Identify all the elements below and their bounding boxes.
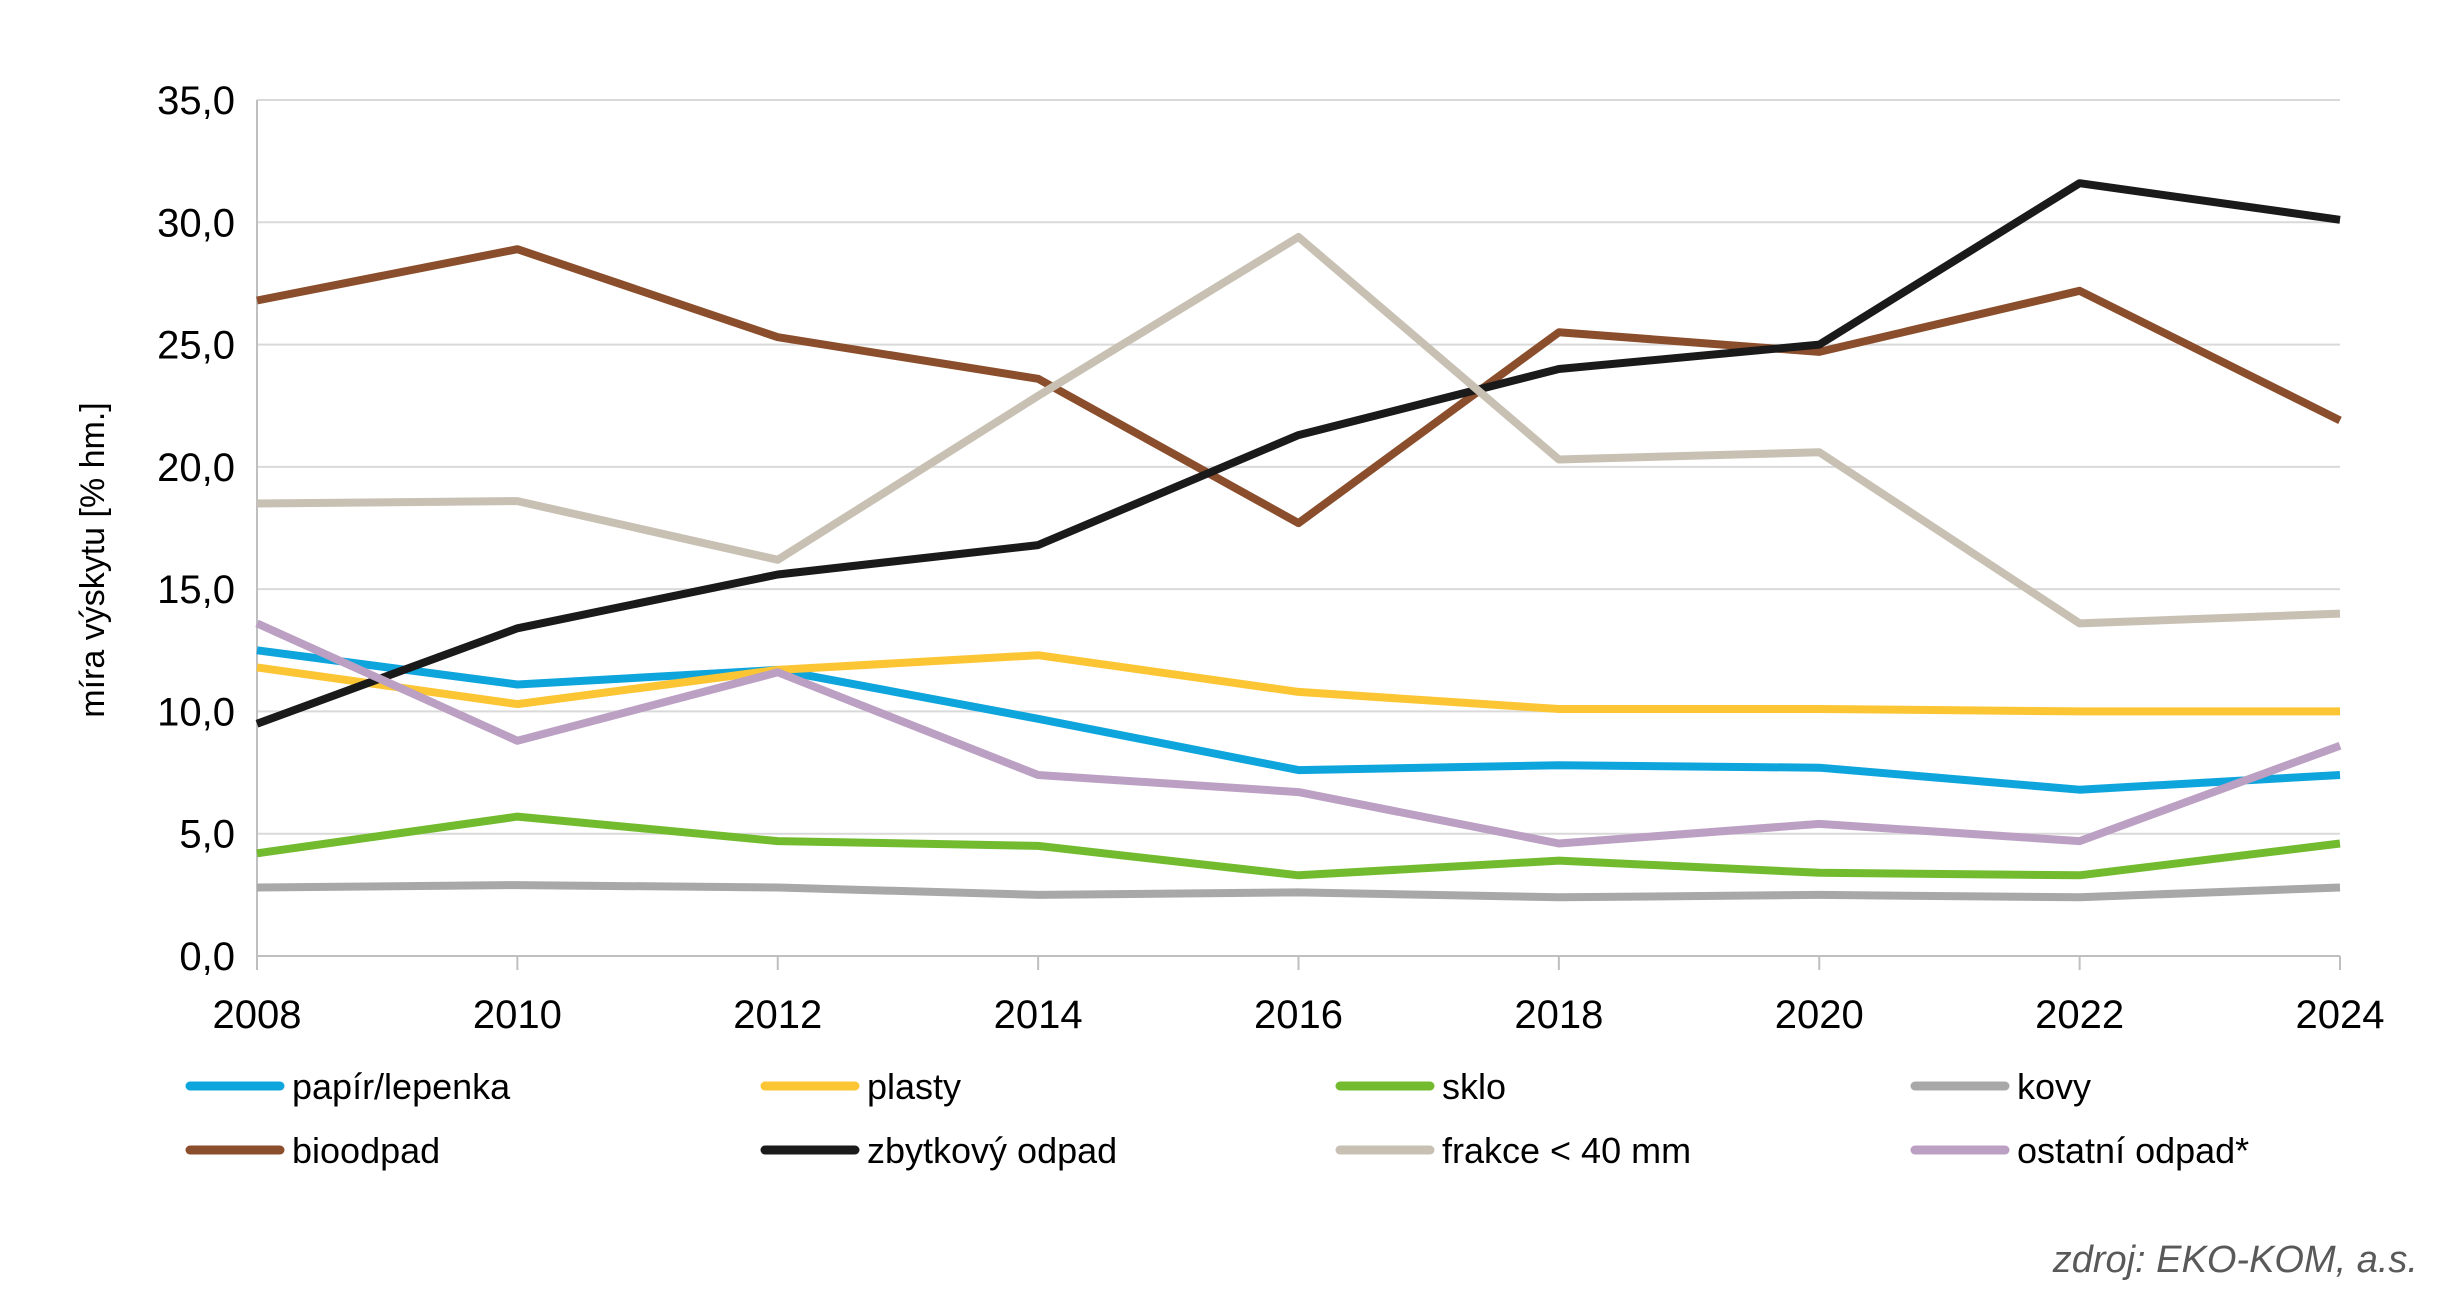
- y-tick-label: 20,0: [157, 446, 235, 490]
- series-lines: [255, 179, 2342, 902]
- legend-label: zbytkový odpad: [867, 1130, 1117, 1171]
- x-tick-label: 2010: [473, 993, 562, 1037]
- series-line-papir-lepenka: [256, 646, 2341, 794]
- x-tick-label: 2016: [1254, 993, 1343, 1037]
- legend-entry: ostatní odpad*: [1910, 1130, 2249, 1171]
- axes: 0,0 5,0 10,0 15,0 20,0 25,0 30,0 35,0 2008 2010 20…: [157, 79, 2384, 1037]
- x-tick-label: 2014: [994, 993, 1083, 1037]
- legend-entry: kovy: [1910, 1066, 2091, 1107]
- x-tick-label: 2008: [213, 993, 302, 1037]
- series-line-kovy: [256, 881, 2341, 902]
- x-tick-label: 2024: [2296, 993, 2385, 1037]
- legend-label: ostatní odpad*: [2017, 1130, 2249, 1171]
- legend-entry: frakce < 40 mm: [1335, 1130, 1691, 1171]
- series-line-sklo: [256, 812, 2341, 880]
- series-line-plasty: [256, 651, 2340, 716]
- gridlines: [257, 99, 2340, 835]
- source-note: zdroj: EKO-KOM, a.s.: [2052, 1239, 2418, 1281]
- y-axis-label: míra výskytu [% hm.]: [74, 402, 112, 718]
- legend-label: plasty: [867, 1066, 961, 1107]
- legend-label: papír/lepenka: [292, 1066, 511, 1107]
- series-line-bioodpad: [256, 245, 2342, 528]
- series-line-zbytkovy-odpad: [255, 179, 2341, 728]
- legend-label: frakce < 40 mm: [1442, 1130, 1691, 1171]
- y-tick-label: 5,0: [179, 813, 235, 857]
- x-tick-label: 2022: [2035, 993, 2124, 1037]
- y-tick-label: 25,0: [157, 324, 235, 368]
- legend-entry: zbytkový odpad: [760, 1130, 1117, 1171]
- legend: papír/lepenka plasty sklo kovy bioodpad zbytk…: [185, 1066, 2249, 1171]
- y-tick-label: 10,0: [157, 690, 235, 734]
- x-tick-label: 2018: [1514, 993, 1603, 1037]
- y-tick-label: 30,0: [157, 201, 235, 245]
- series-line-ostatni-odpad: [255, 619, 2342, 848]
- x-tick-label: 2020: [1775, 993, 1864, 1037]
- y-tick-label: 35,0: [157, 79, 235, 123]
- x-tick-label: 2012: [733, 993, 822, 1037]
- y-tick-label: 0,0: [179, 935, 235, 979]
- legend-label: bioodpad: [292, 1130, 440, 1171]
- legend-entry: papír/lepenka: [185, 1066, 511, 1107]
- y-tick-label: 15,0: [157, 568, 235, 612]
- legend-entry: bioodpad: [185, 1130, 440, 1171]
- legend-label: sklo: [1442, 1066, 1506, 1107]
- legend-entry: plasty: [760, 1066, 961, 1107]
- legend-label: kovy: [2017, 1066, 2091, 1107]
- legend-entry: sklo: [1335, 1066, 1506, 1107]
- series-line-frakce-40-mm: [256, 233, 2341, 628]
